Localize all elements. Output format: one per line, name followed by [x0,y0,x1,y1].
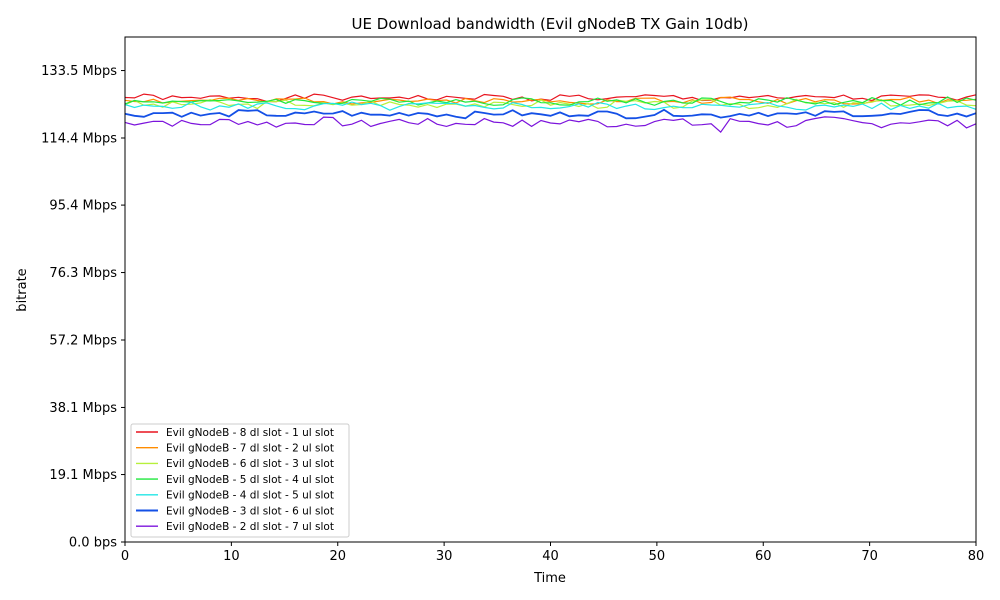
y-tick-label: 95.4 Mbps [49,199,117,214]
legend-entry: Evil gNodeB - 7 dl slot - 2 ul slot [166,443,334,455]
series-line [124,93,977,103]
x-tick-label: 20 [329,549,346,564]
x-tick-label: 60 [755,549,772,564]
y-tick-label: 0.0 bps [69,536,117,551]
y-tick-label: 114.4 Mbps [41,132,117,147]
y-axis-label: bitrate [15,268,30,311]
legend-entry: Evil gNodeB - 5 dl slot - 4 ul slot [166,474,334,486]
legend-entry: Evil gNodeB - 3 dl slot - 6 ul slot [166,505,334,517]
x-tick-label: 40 [542,549,559,564]
legend-entry: Evil gNodeB - 8 dl slot - 1 ul slot [166,427,334,439]
x-axis: 0 10 20 30 40 50 60 70 80 [121,542,984,564]
series-line [124,96,977,106]
series-line [124,116,977,133]
x-tick-label: 80 [968,549,985,564]
y-tick-label: 76.3 Mbps [49,266,117,281]
legend: Evil gNodeB - 8 dl slot - 1 ul slot Evil … [130,423,350,538]
series-line [124,101,977,111]
x-tick-label: 30 [436,549,453,564]
x-tick-label: 0 [121,549,129,564]
legend-entry: Evil gNodeB - 2 dl slot - 7 ul slot [166,521,334,533]
chart-title: UE Download bandwidth (Evil gNodeB TX Ga… [352,15,749,33]
y-axis: 0.0 bps 19.1 Mbps 38.1 Mbps 57.2 Mbps 76.3 M… [41,64,125,551]
y-tick-label: 38.1 Mbps [49,401,117,416]
y-tick-label: 19.1 Mbps [49,468,117,483]
x-axis-label: Time [533,571,566,586]
legend-entry: Evil gNodeB - 6 dl slot - 3 ul slot [166,458,334,470]
y-tick-label: 57.2 Mbps [49,334,117,349]
x-tick-label: 50 [649,549,666,564]
y-tick-label: 133.5 Mbps [41,64,117,79]
series-line [124,108,977,120]
legend-frame [130,423,350,538]
x-tick-label: 70 [861,549,878,564]
legend-entry: Evil gNodeB - 4 dl slot - 5 ul slot [166,490,334,502]
plot-area [124,93,977,133]
x-tick-label: 10 [223,549,240,564]
